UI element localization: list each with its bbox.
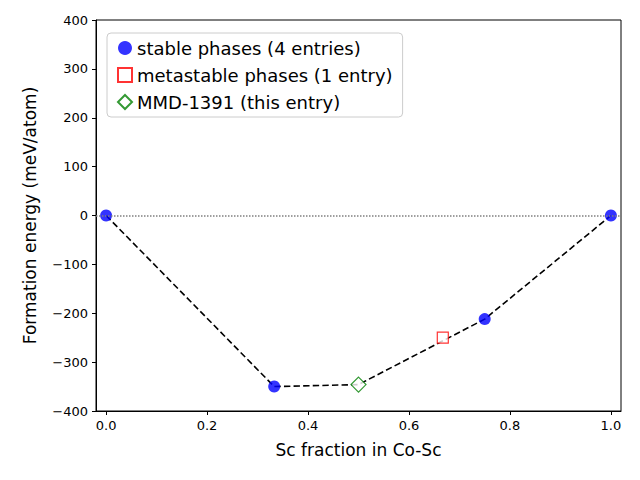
- svg-text:−300: −300: [52, 355, 88, 370]
- svg-text:MMD-1391 (this entry): MMD-1391 (this entry): [137, 92, 340, 113]
- svg-text:100: 100: [63, 159, 88, 174]
- svg-text:0.0: 0.0: [96, 418, 117, 433]
- svg-text:1.0: 1.0: [601, 418, 622, 433]
- svg-text:0.8: 0.8: [500, 418, 521, 433]
- svg-text:−100: −100: [52, 257, 88, 272]
- svg-text:Sc fraction in Co-Sc: Sc fraction in Co-Sc: [275, 440, 441, 460]
- svg-text:0.6: 0.6: [399, 418, 420, 433]
- svg-text:400: 400: [63, 13, 88, 28]
- svg-text:0: 0: [80, 208, 88, 223]
- svg-text:200: 200: [63, 110, 88, 125]
- svg-text:metastable phases (1 entry): metastable phases (1 entry): [137, 65, 393, 86]
- svg-text:0.2: 0.2: [197, 418, 218, 433]
- svg-text:stable phases (4 entries): stable phases (4 entries): [137, 38, 361, 59]
- svg-text:300: 300: [63, 61, 88, 76]
- svg-text:−200: −200: [52, 306, 88, 321]
- svg-text:0.4: 0.4: [298, 418, 319, 433]
- svg-text:Formation energy (meV/atom): Formation energy (meV/atom): [20, 87, 40, 345]
- svg-text:−400: −400: [52, 404, 88, 419]
